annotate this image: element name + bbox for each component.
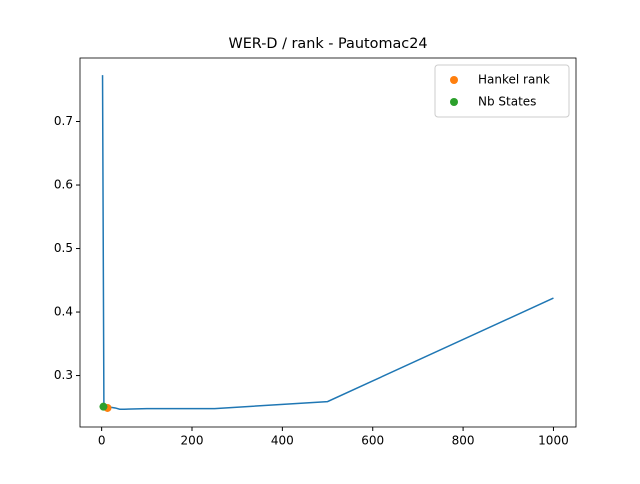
x-tick-label: 400 [271, 434, 294, 448]
x-tick-label: 600 [361, 434, 384, 448]
y-tick-label: 0.7 [54, 114, 73, 128]
legend-marker [450, 76, 458, 84]
plot-frame [79, 57, 577, 428]
y-tick-label: 0.4 [54, 305, 73, 319]
x-tick-label: 200 [181, 434, 204, 448]
legend-label: Nb States [478, 95, 536, 109]
point [99, 402, 108, 411]
legend-marker [450, 98, 458, 106]
x-tick-label: 0 [98, 434, 106, 448]
x-tick-label: 800 [452, 434, 475, 448]
legend-label: Hankel rank [478, 73, 550, 87]
y-tick-label: 0.5 [54, 241, 73, 255]
y-tick-label: 0.6 [54, 178, 73, 192]
x-tick-label: 1000 [538, 434, 569, 448]
legend [434, 64, 570, 118]
chart-title: WER-D / rank - Pautomac24 [228, 36, 427, 52]
y-tick-label: 0.3 [54, 368, 73, 382]
